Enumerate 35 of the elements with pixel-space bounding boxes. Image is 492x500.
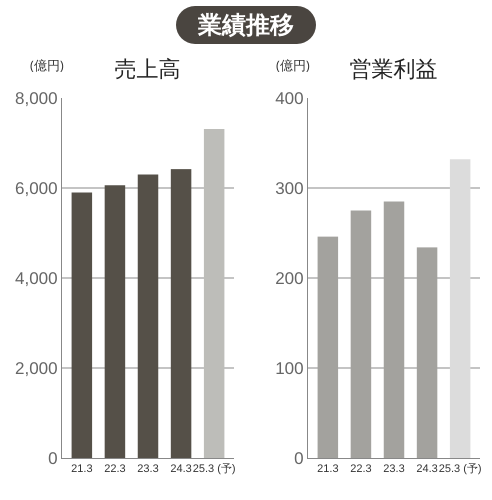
bar (204, 129, 224, 458)
x-tick-label: 22.3 (350, 463, 372, 476)
chart-title: 売上高 (114, 58, 181, 83)
bar (72, 192, 92, 458)
y-tick-label: 4,000 (15, 268, 58, 288)
y-tick-label: 200 (275, 268, 304, 288)
x-tick-label: 21.3 (317, 463, 339, 476)
bar (170, 169, 192, 458)
bar (384, 202, 404, 458)
bar (416, 247, 438, 458)
x-tick-label: 21.3 (71, 463, 93, 476)
y-tick-label: 0 (48, 448, 58, 468)
bar (104, 185, 126, 458)
x-tick-label: 24.3 (416, 463, 438, 476)
chart-title: 営業利益 (350, 58, 438, 83)
x-tick-label: 23.3 (137, 463, 159, 476)
x-tick-label: 23.3 (383, 463, 405, 476)
x-tick-label: 22.3 (104, 463, 126, 476)
x-tick-label: 25.3 (予) (438, 463, 482, 476)
y-tick-label: 2,000 (15, 358, 58, 378)
y-tick-label: 6,000 (15, 178, 58, 198)
bar (318, 236, 338, 458)
y-tick-label: 0 (294, 448, 304, 468)
y-axis-title: (億円) (276, 56, 310, 74)
y-tick-label: 100 (275, 358, 304, 378)
y-tick-label: 300 (275, 178, 304, 198)
bar (450, 159, 470, 458)
x-tick-label: 25.3 (予) (192, 463, 236, 476)
bar (350, 210, 372, 458)
y-axis-title: (億円) (30, 56, 64, 74)
bar (138, 174, 158, 458)
text: 業績推移 (176, 6, 316, 44)
y-tick-label: 8,000 (15, 88, 58, 108)
y-tick-label: 400 (275, 88, 304, 108)
x-tick-label: 24.3 (170, 463, 192, 476)
